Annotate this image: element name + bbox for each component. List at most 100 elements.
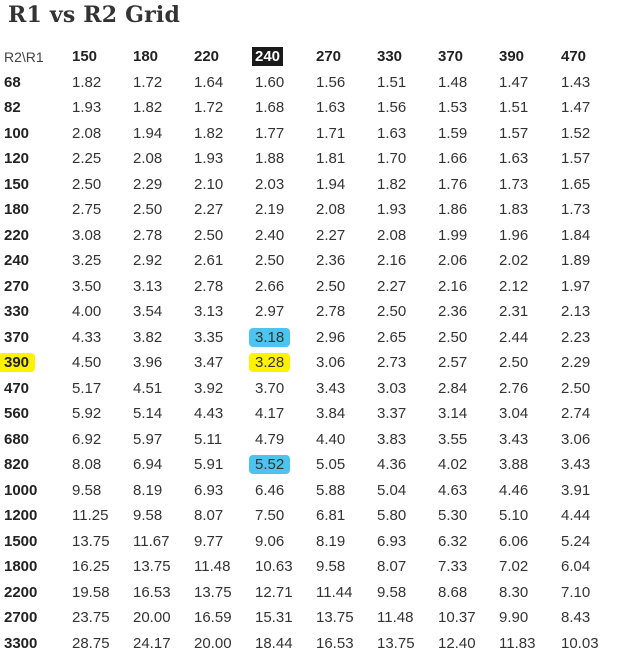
grid-cell-value: 2.97 bbox=[255, 303, 285, 321]
row-header: 68 bbox=[4, 70, 72, 96]
grid-cell-value: 11.44 bbox=[316, 583, 353, 601]
grid-cell: 1.77 bbox=[255, 121, 316, 147]
table-row: 1500 13.75 11.67 9.77 9.06 8.19 6.93 6.32 6.06 5.… bbox=[4, 529, 617, 555]
grid-cell-value: 5.11 bbox=[194, 430, 223, 448]
grid-cell: 4.51 bbox=[133, 376, 194, 402]
grid-cell-value: 2.16 bbox=[377, 252, 407, 270]
row-header-label: 68 bbox=[4, 73, 21, 91]
grid-cell: 2.50 bbox=[438, 325, 499, 351]
grid-cell-value: 10.37 bbox=[438, 609, 476, 627]
column-header: 180 bbox=[133, 44, 194, 70]
grid-cell: 2.50 bbox=[133, 197, 194, 223]
grid-cell: 24.17 bbox=[133, 631, 194, 657]
table-row: 390 4.50 3.96 3.47 3.28 3.06 2.73 2.57 2.50 2.29 bbox=[0, 350, 617, 376]
grid-cell-value: 12.71 bbox=[255, 583, 293, 601]
grid-cell: 3.06 bbox=[316, 350, 377, 376]
row-header-label: 3300 bbox=[4, 634, 38, 652]
grid-cell: 2.08 bbox=[377, 223, 438, 249]
grid-cell-value: 1.64 bbox=[194, 73, 224, 91]
grid-cell-value: 9.58 bbox=[133, 507, 163, 525]
grid-cell-value: 3.43 bbox=[499, 430, 529, 448]
grid-cell-value: 10.03 bbox=[561, 634, 599, 652]
grid-cell: 2.10 bbox=[194, 172, 255, 198]
grid-cell: 2.29 bbox=[133, 172, 194, 198]
column-header: 150 bbox=[72, 44, 133, 70]
grid-cell: 4.79 bbox=[255, 427, 316, 453]
grid-cell-value: 2.84 bbox=[438, 379, 468, 397]
table-row: 68 1.82 1.72 1.64 1.60 1.56 1.51 1.48 1.47 1.43 bbox=[4, 70, 617, 96]
grid-cell: 2.16 bbox=[438, 274, 499, 300]
grid-cell-value: 28.75 bbox=[72, 634, 110, 652]
table-row: 220 3.08 2.78 2.50 2.40 2.27 2.08 1.99 1.96 1.84 bbox=[4, 223, 617, 249]
grid-cell-value: 3.83 bbox=[377, 430, 407, 448]
row-header-label: 1000 bbox=[4, 481, 38, 499]
grid-cell-value: 9.58 bbox=[377, 583, 407, 601]
grid-cell-value: 2.78 bbox=[133, 226, 163, 244]
grid-cell: 9.58 bbox=[72, 478, 133, 504]
grid-cell: 3.96 bbox=[133, 350, 194, 376]
row-header-label: 680 bbox=[4, 430, 30, 448]
grid-cell-value: 5.30 bbox=[438, 507, 468, 525]
grid-cell-value: 2.96 bbox=[316, 328, 346, 346]
grid-cell-value: 2.50 bbox=[499, 354, 529, 372]
grid-cell: 2.06 bbox=[438, 248, 499, 274]
grid-cell: 3.03 bbox=[377, 376, 438, 402]
grid-cell: 13.75 bbox=[133, 554, 194, 580]
grid-cell: 6.06 bbox=[499, 529, 561, 555]
grid-cell-value: 3.55 bbox=[438, 430, 468, 448]
grid-cell: 1.96 bbox=[499, 223, 561, 249]
table-row: 1000 9.58 8.19 6.93 6.46 5.88 5.04 4.63 4.46 3.91 bbox=[4, 478, 617, 504]
row-header: 370 bbox=[4, 325, 72, 351]
grid-cell: 5.88 bbox=[316, 478, 377, 504]
grid-cell: 1.52 bbox=[561, 121, 617, 147]
grid-cell: 2.19 bbox=[255, 197, 316, 223]
grid-cell-value: 3.82 bbox=[133, 328, 163, 346]
grid-cell: 2.31 bbox=[499, 299, 561, 325]
grid-cell-value: 3.43 bbox=[561, 456, 591, 474]
row-header-label: 390 bbox=[0, 353, 36, 373]
row-header-label: 240 bbox=[4, 252, 30, 270]
row-header: 680 bbox=[4, 427, 72, 453]
table-row: 240 3.25 2.92 2.61 2.50 2.36 2.16 2.06 2.02 1.89 bbox=[4, 248, 617, 274]
row-header-label: 330 bbox=[4, 303, 30, 321]
grid-cell: 16.53 bbox=[133, 580, 194, 606]
row-header: 270 bbox=[4, 274, 72, 300]
grid-cell: 1.93 bbox=[72, 95, 133, 121]
grid-cell: 28.75 bbox=[72, 631, 133, 657]
column-header-label: 240 bbox=[252, 47, 284, 67]
row-header-label: 180 bbox=[4, 201, 30, 219]
grid-cell: 1.88 bbox=[255, 146, 316, 172]
grid-cell: 9.58 bbox=[377, 580, 438, 606]
column-header-label: 330 bbox=[377, 48, 403, 66]
grid-cell-value: 12.40 bbox=[438, 634, 476, 652]
grid-cell-value: 4.17 bbox=[255, 405, 285, 423]
table-row: 2700 23.75 20.00 16.59 15.31 13.75 11.48 10.37 9… bbox=[4, 605, 617, 631]
column-header-label: 180 bbox=[133, 48, 159, 66]
page-title: R1 vs R2 Grid bbox=[8, 2, 181, 28]
grid-cell-value: 2.50 bbox=[72, 175, 102, 193]
grid-cell: 2.50 bbox=[255, 248, 316, 274]
grid-cell-value: 2.50 bbox=[316, 277, 346, 295]
table-row: 120 2.25 2.08 1.93 1.88 1.81 1.70 1.66 1.63 1.57 bbox=[4, 146, 617, 172]
grid-cell-value: 2.50 bbox=[561, 379, 591, 397]
table-row: 100 2.08 1.94 1.82 1.77 1.71 1.63 1.59 1.57 1.52 bbox=[4, 121, 617, 147]
grid-cell: 2.08 bbox=[72, 121, 133, 147]
grid-cell: 5.24 bbox=[561, 529, 617, 555]
grid-cell: 1.94 bbox=[316, 172, 377, 198]
column-header: 330 bbox=[377, 44, 438, 70]
grid-cell: 2.08 bbox=[316, 197, 377, 223]
grid-cell-value: 1.70 bbox=[377, 150, 407, 168]
grid-cell: 2.61 bbox=[194, 248, 255, 274]
grid-cell-value: 4.63 bbox=[438, 481, 468, 499]
grid-cell: 2.40 bbox=[255, 223, 316, 249]
column-header: 470 bbox=[561, 44, 617, 70]
column-header-label: 470 bbox=[561, 48, 587, 66]
grid-cell-value: 1.68 bbox=[255, 99, 285, 117]
row-header-label: 370 bbox=[4, 328, 30, 346]
grid-cell-value: 10.63 bbox=[255, 558, 293, 576]
grid-cell: 8.68 bbox=[438, 580, 499, 606]
grid-cell: 2.36 bbox=[316, 248, 377, 274]
grid-cell: 12.40 bbox=[438, 631, 499, 657]
grid-cell-value: 5.97 bbox=[133, 430, 163, 448]
grid-cell: 16.59 bbox=[194, 605, 255, 631]
